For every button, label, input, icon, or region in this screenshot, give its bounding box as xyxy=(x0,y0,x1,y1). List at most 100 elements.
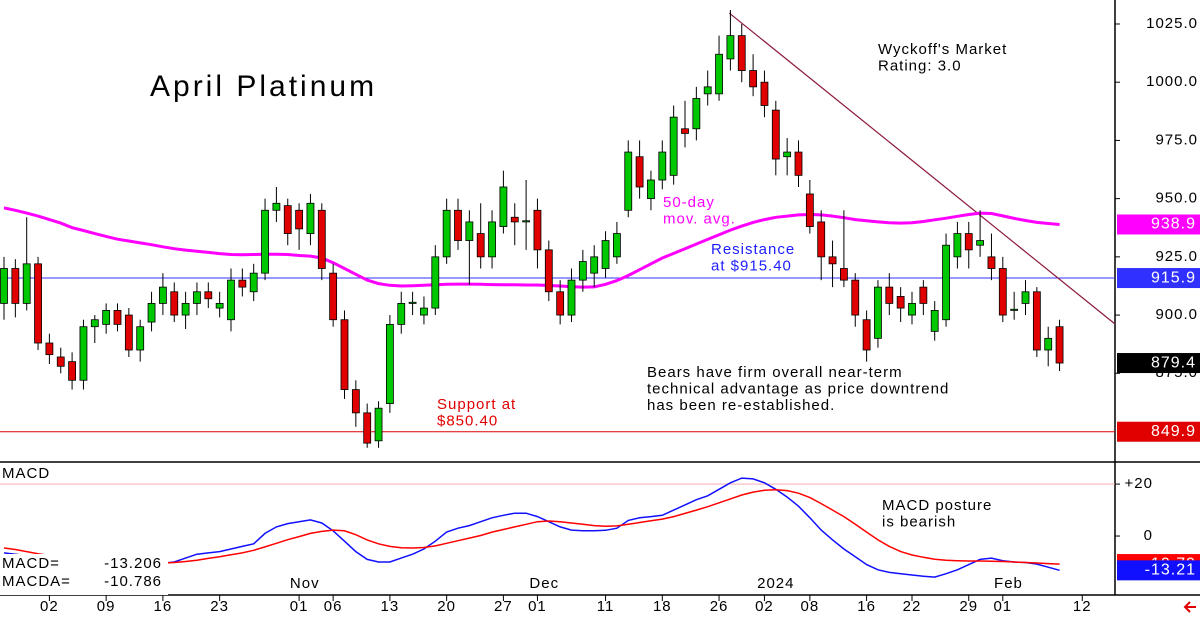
candle-body xyxy=(510,216,519,223)
badge-label: 849.9 xyxy=(1151,423,1196,440)
candle-body xyxy=(170,291,179,316)
x-tick-label: 01 xyxy=(528,598,547,615)
candle-body xyxy=(351,389,360,414)
y-tick-label: 925.0 xyxy=(1155,248,1198,265)
candle-body xyxy=(681,128,689,134)
candle-body xyxy=(45,342,54,356)
candle-body xyxy=(22,263,31,304)
candle-body xyxy=(658,151,667,181)
candle-body xyxy=(840,268,848,281)
candle-body xyxy=(828,256,837,265)
candle-body xyxy=(919,286,928,304)
candle-body xyxy=(261,209,269,274)
x-tick-label: 18 xyxy=(653,598,672,615)
badge-label: -13.21 xyxy=(1145,562,1196,579)
candle-body xyxy=(147,303,156,323)
candle-body xyxy=(635,156,644,188)
x-tick-label: 09 xyxy=(97,598,116,615)
candle-body xyxy=(669,116,678,176)
annotation: 50-day xyxy=(663,194,715,211)
annotation: mov. avg. xyxy=(663,210,736,227)
legend-label: MACD= xyxy=(2,555,60,572)
legend-value: -13.206 xyxy=(104,555,162,572)
candle-body xyxy=(942,244,950,321)
candle-body xyxy=(249,272,258,293)
candle-body xyxy=(340,319,349,390)
candle-body xyxy=(136,326,145,351)
scroll-arrow xyxy=(1183,601,1196,613)
candle-body xyxy=(624,151,633,211)
candle-body xyxy=(204,291,213,300)
candle-body xyxy=(420,307,428,316)
candle-body xyxy=(0,268,8,304)
candle-body xyxy=(1044,337,1053,351)
candle-body xyxy=(374,407,383,442)
candle-body xyxy=(851,279,860,316)
candle-body xyxy=(930,310,939,332)
candle-body xyxy=(601,240,610,269)
x-tick-label: 11 xyxy=(597,598,615,615)
x-tick-label: 02 xyxy=(40,598,59,615)
y-tick-label: 1025.0 xyxy=(1146,15,1198,32)
candle-body xyxy=(1032,291,1041,351)
candle-body xyxy=(896,296,905,309)
x-tick-label: 08 xyxy=(801,598,820,615)
candle-body xyxy=(227,279,235,321)
x-tick-label: 06 xyxy=(324,598,343,615)
macd-line xyxy=(3,489,1060,565)
price-badge xyxy=(1117,214,1200,235)
annotation: Support at xyxy=(437,396,516,413)
candle-body xyxy=(329,272,338,321)
candle-body xyxy=(692,98,701,130)
badge-label: 938.9 xyxy=(1151,216,1196,233)
candle-body xyxy=(908,303,916,316)
chart-title: April Platinum xyxy=(150,70,377,103)
candle-body xyxy=(431,256,440,309)
month-label: Nov xyxy=(290,575,320,592)
candle-body xyxy=(567,279,576,316)
candle-body xyxy=(79,326,88,381)
candle-body xyxy=(317,209,326,269)
candle-body xyxy=(283,205,292,234)
candle-body xyxy=(533,209,542,251)
x-tick-label: 23 xyxy=(210,598,229,615)
annotation: $850.40 xyxy=(437,412,498,429)
month-label: 2024 xyxy=(757,575,794,592)
candle-body xyxy=(885,286,894,304)
price-badge xyxy=(1117,353,1200,374)
candle-body xyxy=(442,209,451,258)
x-tick-label: 29 xyxy=(959,598,978,615)
price-badge xyxy=(1117,560,1200,581)
candle-body xyxy=(1021,291,1030,304)
legend-label: MACDA= xyxy=(2,573,71,590)
macd-line xyxy=(3,477,1060,578)
panel-title: MACD xyxy=(2,465,50,482)
x-tick-label: 01 xyxy=(993,598,1012,615)
trend-line xyxy=(728,12,1116,325)
candle-body xyxy=(102,310,111,325)
candle-body xyxy=(760,81,769,106)
candle-body xyxy=(68,361,76,381)
candle-body xyxy=(113,310,122,325)
candle-body xyxy=(794,151,803,176)
candle-body xyxy=(90,319,99,328)
badge-label: 915.9 xyxy=(1151,269,1196,286)
candle-body xyxy=(408,301,417,304)
readout-box xyxy=(0,554,168,595)
candle-body xyxy=(238,279,247,288)
candle-body xyxy=(34,263,42,344)
candle-body xyxy=(578,261,587,281)
month-label: Feb xyxy=(994,575,1023,592)
candle-body xyxy=(771,109,780,160)
candle-body xyxy=(737,35,746,71)
candle-body xyxy=(613,233,621,258)
candle-body xyxy=(862,319,871,351)
annotation: MACD posture xyxy=(882,497,992,514)
annotation: Resistance xyxy=(711,241,795,258)
y-tick-label: 0 xyxy=(1144,527,1153,544)
moving-average xyxy=(3,206,1060,289)
candle-body xyxy=(998,268,1007,316)
candle-body xyxy=(295,209,303,230)
x-tick-label: 12 xyxy=(1073,598,1092,615)
